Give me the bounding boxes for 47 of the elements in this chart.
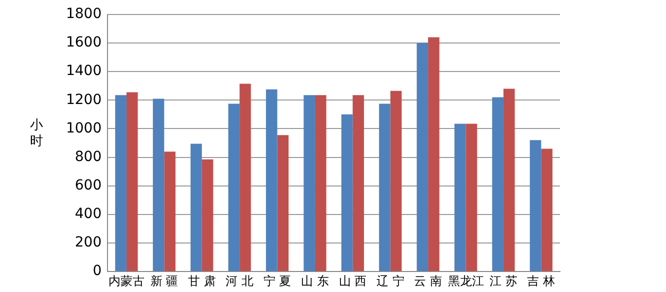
bar (503, 88, 515, 272)
bar (390, 90, 402, 272)
bar (416, 42, 428, 272)
x-tick-label: 江 苏 (490, 274, 518, 288)
bar (314, 95, 326, 272)
x-tick-label: 新 疆 (150, 274, 178, 288)
x-tick-label: 山 西 (338, 274, 367, 288)
y-tick-label: 1400 (66, 63, 102, 80)
bar (277, 135, 289, 272)
x-tick-label: 内蒙古 (108, 274, 144, 288)
x-tick-label: 甘 肃 (188, 274, 216, 288)
y-tick-label: 800 (74, 148, 102, 165)
bar (266, 89, 278, 272)
bar (352, 95, 364, 272)
y-tick-label: 1600 (66, 34, 102, 51)
y-tick-label: 400 (74, 206, 102, 222)
bar (190, 144, 202, 272)
bar (164, 152, 176, 272)
bar (541, 148, 552, 272)
bar (492, 97, 504, 272)
bar (341, 114, 353, 272)
x-tick-label: 辽 宁 (376, 274, 404, 288)
x-tick-label: 宁 夏 (263, 274, 292, 288)
bar (115, 95, 126, 272)
bar (379, 104, 390, 272)
bar (454, 124, 466, 272)
x-tick-label: 河 北 (226, 274, 254, 288)
x-tick-label: 山 东 (301, 274, 329, 288)
x-tick-label: 吉 林 (527, 274, 556, 288)
bar (530, 140, 542, 272)
bar (228, 104, 240, 272)
y-axis-title: 小时 (30, 118, 44, 150)
y-tick-label: 1000 (66, 120, 102, 136)
bar (304, 95, 315, 272)
y-tick-label: 200 (74, 234, 102, 251)
x-tick-label: 黑龙江 (448, 274, 484, 288)
bar (428, 37, 440, 272)
bar (202, 159, 214, 272)
y-tick-label: 600 (74, 178, 102, 194)
bar (466, 124, 478, 272)
bar (126, 92, 138, 272)
bar (240, 84, 251, 272)
bar (152, 98, 164, 272)
x-tick-label: 云 南 (414, 274, 442, 288)
y-tick-label: 1800 (66, 6, 102, 22)
y-tick-label: 0 (92, 263, 102, 280)
y-tick-label: 1200 (66, 92, 102, 108)
